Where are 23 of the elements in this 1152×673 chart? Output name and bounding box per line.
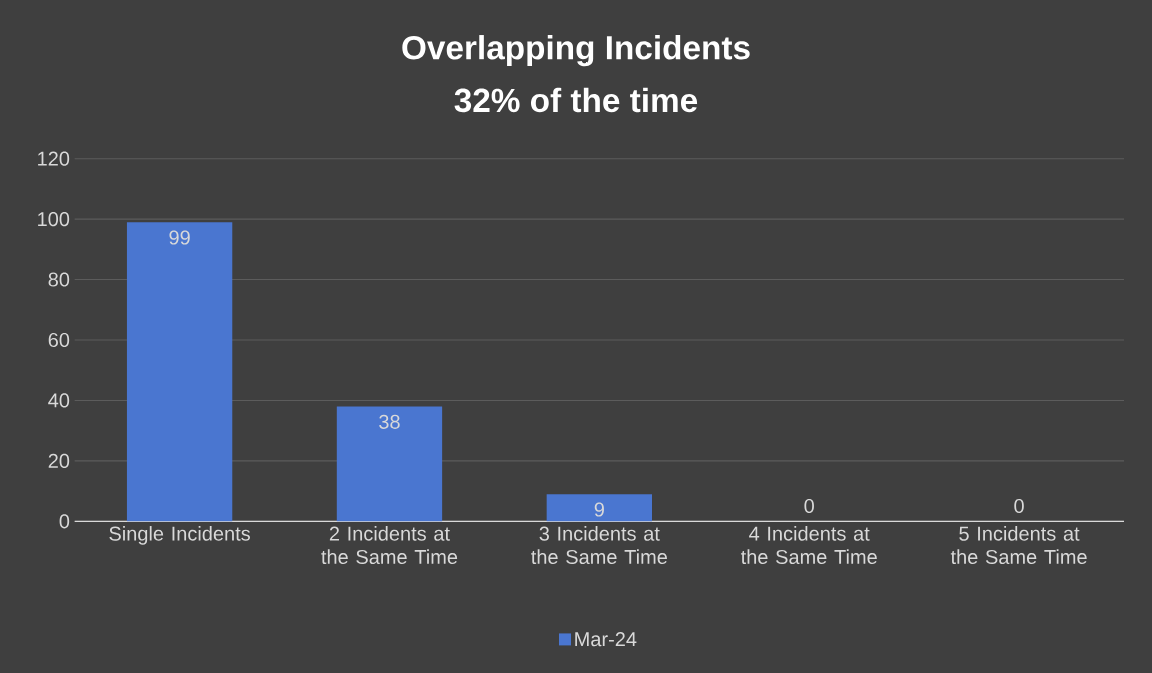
y-tick-label: 40 — [48, 393, 70, 408]
x-tick-label: 2 Incidents at the Same Time — [321, 525, 458, 564]
y-tick-label: 60 — [48, 332, 70, 347]
bar — [126, 221, 233, 522]
bar — [546, 493, 652, 522]
data-label: 9 — [594, 502, 604, 517]
x-tick-label: Single Incidents — [109, 525, 250, 545]
x-tick-label: 3 Incidents at the Same Time — [531, 525, 667, 564]
data-label: 38 — [379, 414, 400, 429]
y-tick-label: 100 — [38, 211, 70, 227]
data-label: 0 — [804, 498, 814, 513]
chart-title: Overlapping Incidents — [402, 34, 750, 67]
y-tick-label: 120 — [38, 151, 70, 166]
y-tick-label: 20 — [48, 453, 70, 468]
y-tick-label: 80 — [48, 272, 70, 287]
chart-subtitle: 32% of the time — [454, 87, 698, 113]
x-tick-label: 4 Incidents at the Same Time — [740, 525, 877, 564]
data-label: 0 — [1014, 498, 1024, 513]
legend-label: Mar-24 — [575, 631, 637, 647]
x-tick-label: 5 Incidents at the Same Time — [950, 525, 1087, 564]
data-label: 99 — [169, 230, 190, 245]
bar — [336, 406, 443, 522]
y-tick-label: 0 — [59, 514, 70, 529]
